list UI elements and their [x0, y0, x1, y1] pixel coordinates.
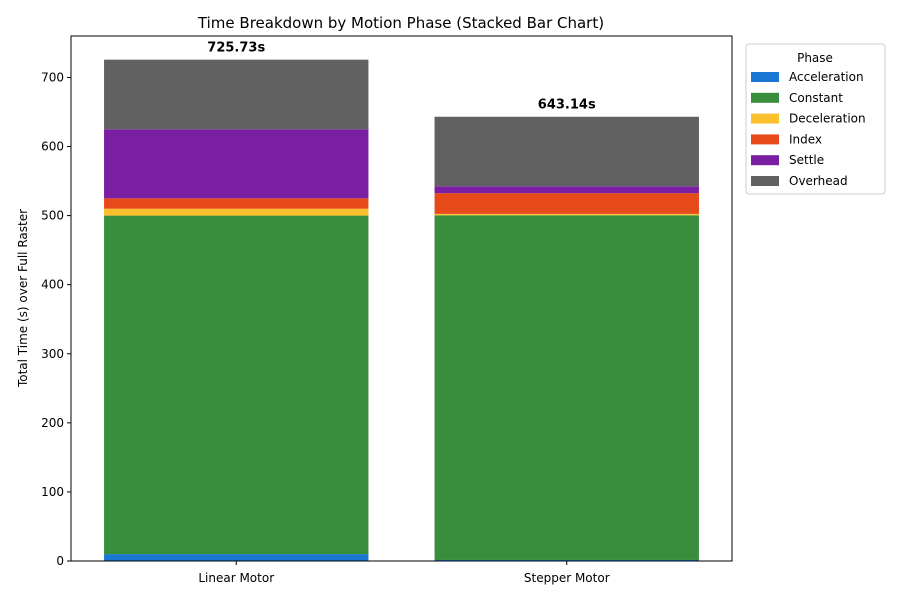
y-tick-label: 600: [41, 140, 64, 154]
bar-segment-settle-0: [104, 129, 369, 199]
bar-segment-constant-0: [104, 215, 369, 555]
legend-swatch-index: [751, 134, 779, 145]
total-labels-layer: 725.73s 643.14s: [207, 41, 596, 113]
legend-title: Phase: [797, 51, 833, 65]
bar-segment-index-1: [434, 193, 699, 214]
total-label-1: 643.14s: [538, 98, 596, 113]
y-axis: 0 100 200 300 400 500 600 700: [41, 70, 71, 568]
legend-items: Acceleration Constant Deceleration Index Set…: [751, 70, 866, 188]
bar-segment-overhead-1: [434, 116, 699, 187]
y-tick-label: 700: [41, 70, 64, 84]
chart-title: Time Breakdown by Motion Phase (Stacked …: [197, 14, 604, 32]
bar-segment-settle-1: [434, 186, 699, 194]
legend-swatch-constant: [751, 92, 779, 103]
legend-label-deceleration: Deceleration: [789, 112, 866, 126]
total-label-0: 725.73s: [207, 41, 265, 56]
y-tick-label: 400: [41, 278, 64, 292]
bar-segment-acceleration-0: [104, 554, 369, 561]
y-tick-label: 200: [41, 416, 64, 430]
legend-swatch-acceleration: [751, 72, 779, 82]
x-axis: Linear Motor Stepper Motor: [198, 561, 610, 585]
y-tick-label: 500: [41, 209, 64, 223]
legend-swatch-settle: [751, 155, 779, 166]
legend-label-index: Index: [789, 132, 822, 146]
x-tick-label: Stepper Motor: [524, 571, 610, 585]
bars-layer: [104, 59, 699, 561]
y-tick-label: 100: [41, 485, 64, 499]
bar-segment-acceleration-1: [434, 559, 699, 561]
y-tick-label: 300: [41, 347, 64, 361]
legend-swatch-deceleration: [751, 113, 779, 124]
bar-segment-deceleration-0: [104, 208, 369, 216]
legend: Phase Acceleration Constant Deceleration In…: [745, 43, 886, 195]
plot-area: 725.73s 643.14s 0 100 200 300 400 500 600 700 Li…: [41, 35, 733, 585]
legend-label-constant: Constant: [789, 91, 843, 105]
legend-frame: [745, 43, 886, 195]
bar-segment-deceleration-1: [434, 213, 699, 216]
plot-frame: [70, 35, 733, 562]
legend-label-acceleration: Acceleration: [789, 70, 864, 84]
y-tick-label: 0: [56, 554, 64, 568]
x-tick-label: Linear Motor: [198, 571, 274, 585]
legend-label-settle: Settle: [789, 153, 824, 167]
bar-segment-overhead-0: [104, 59, 369, 130]
legend-swatch-overhead: [751, 176, 779, 186]
bar-segment-constant-1: [434, 215, 699, 560]
bar-segment-index-0: [104, 198, 369, 209]
legend-label-overhead: Overhead: [789, 174, 848, 188]
y-axis-label: Total Time (s) over Full Raster: [16, 209, 30, 388]
